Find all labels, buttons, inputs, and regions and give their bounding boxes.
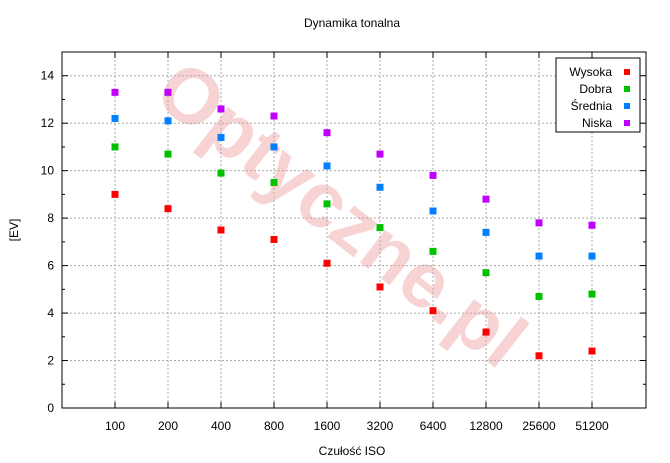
data-point-wysoka (376, 283, 384, 291)
data-point--rednia (111, 114, 119, 122)
data-point-wysoka (270, 235, 278, 243)
data-point-niska (482, 195, 490, 203)
data-point--rednia (429, 207, 437, 215)
data-point-niska (376, 150, 384, 158)
y-tick-label: 4 (47, 306, 54, 320)
data-point-niska (323, 129, 331, 137)
y-tick-label: 0 (47, 401, 54, 415)
x-tick-label: 800 (264, 419, 284, 433)
x-tick-label: 6400 (420, 419, 447, 433)
data-point-niska (270, 112, 278, 120)
data-point-wysoka (111, 190, 119, 198)
y-tick-label: 2 (47, 354, 54, 368)
legend-swatch (624, 120, 630, 126)
data-point--rednia (164, 117, 172, 125)
data-point-dobra (482, 269, 490, 277)
data-point-wysoka (323, 259, 331, 267)
data-point-wysoka (217, 226, 225, 234)
x-tick-label: 12800 (469, 419, 503, 433)
data-point-niska (429, 171, 437, 179)
data-points (111, 88, 596, 360)
data-point-dobra (270, 179, 278, 187)
y-tick-label: 14 (41, 69, 55, 83)
data-point-dobra (111, 143, 119, 151)
data-point-dobra (217, 169, 225, 177)
data-point-dobra (376, 224, 384, 232)
x-tick-label: 1600 (314, 419, 341, 433)
x-tick-label: 400 (211, 419, 231, 433)
data-point-wysoka (588, 347, 596, 355)
data-point-niska (588, 221, 596, 229)
legend-swatch (624, 69, 630, 75)
plot-frame (61, 51, 647, 409)
data-point-dobra (429, 247, 437, 255)
x-tick-label: 3200 (367, 419, 394, 433)
legend-label: Dobra (579, 82, 612, 96)
data-point-wysoka (429, 307, 437, 315)
data-point--rednia (217, 133, 225, 141)
axes: 0 2 4 6 8 10 12 14 100 200 400 800 1600 3200 6400 12800… (41, 52, 646, 433)
data-point--rednia (270, 143, 278, 151)
legend-label: Średnia (571, 98, 613, 113)
data-point-niska (535, 219, 543, 227)
chart-title: Dynamika tonalna (304, 16, 400, 30)
data-point--rednia (482, 228, 490, 236)
legend-label: Wysoka (569, 65, 612, 79)
y-tick-label: 10 (41, 164, 55, 178)
data-point-wysoka (164, 205, 172, 213)
data-point--rednia (376, 183, 384, 191)
data-point-dobra (588, 290, 596, 298)
legend-swatch (624, 103, 630, 109)
x-tick-label: 25600 (522, 419, 556, 433)
data-point-niska (164, 88, 172, 96)
x-axis-label: Czułość ISO (319, 444, 386, 458)
y-tick-label: 12 (41, 116, 55, 130)
y-axis-label: [EV] (7, 219, 21, 242)
data-point--rednia (535, 252, 543, 260)
data-point-wysoka (482, 328, 490, 336)
x-tick-label: 100 (105, 419, 125, 433)
data-point-niska (217, 105, 225, 113)
data-point-niska (111, 88, 119, 96)
data-point--rednia (588, 252, 596, 260)
legend-swatch (624, 86, 630, 92)
data-point-dobra (535, 292, 543, 300)
legend-label: Niska (582, 116, 612, 130)
data-point-wysoka (535, 352, 543, 360)
y-tick-label: 6 (47, 259, 54, 273)
data-point-dobra (323, 200, 331, 208)
data-point-dobra (164, 150, 172, 158)
y-tick-label: 8 (47, 211, 54, 225)
legend: Wysoka Dobra Średnia Niska (555, 57, 641, 133)
x-tick-label: 51200 (575, 419, 609, 433)
data-point--rednia (323, 162, 331, 170)
x-tick-label: 200 (158, 419, 178, 433)
